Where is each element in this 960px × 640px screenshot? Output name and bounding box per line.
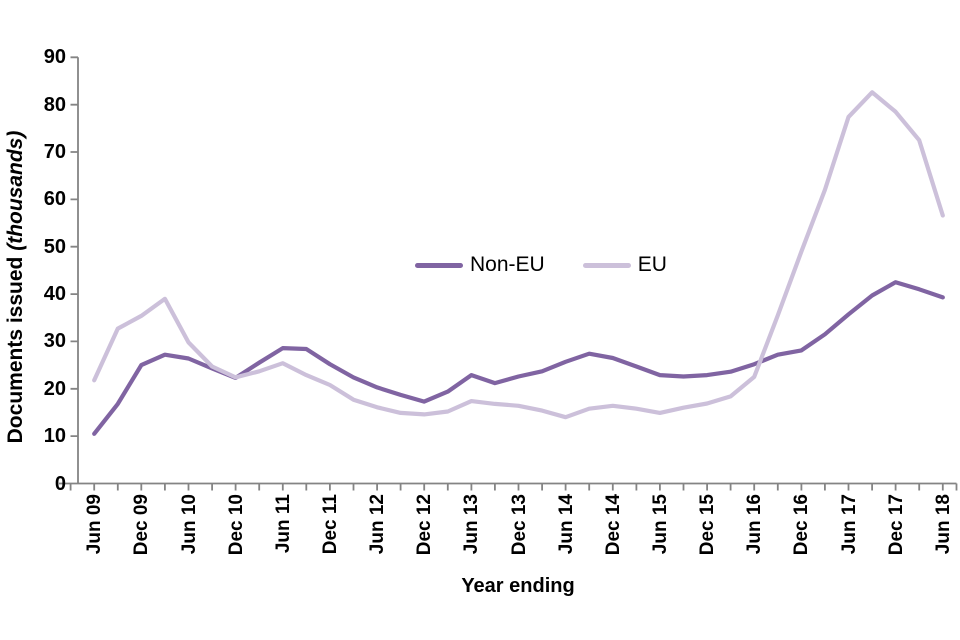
x-tick-label: Dec 16 <box>791 494 813 556</box>
x-tick-label: Dec 14 <box>602 494 624 556</box>
y-tick-label: 50 <box>43 235 66 258</box>
x-tick-label: Dec 11 <box>319 494 341 555</box>
x-tick-label: Jun 10 <box>178 494 200 555</box>
non-eu-line <box>92 280 945 436</box>
x-tick-label: Jun 17 <box>838 494 860 555</box>
y-tick-label: 70 <box>43 141 66 163</box>
x-tick-label: Jun 14 <box>555 494 577 555</box>
x-tick-label: Jun 16 <box>744 494 766 555</box>
axis-lines-and-ticks <box>59 56 958 491</box>
y-tick-label: 10 <box>43 425 66 448</box>
x-tick-label: Jun 13 <box>461 494 483 555</box>
y-tick-label: 30 <box>43 330 66 353</box>
x-tick-label: Jun 11 <box>272 494 294 554</box>
y-tick-label: 0 <box>54 472 66 495</box>
x-tick-label: Jun 12 <box>367 494 389 555</box>
y-axis-title: Documents issued (thousands) <box>4 122 30 452</box>
axes <box>59 56 958 491</box>
y-tick-label: 20 <box>43 377 66 400</box>
x-tick-label: Jun 18 <box>932 494 954 555</box>
x-tick-label: Dec 17 <box>885 494 907 556</box>
y-tick-label: 80 <box>43 93 66 116</box>
x-tick-label: Jun 09 <box>84 494 106 555</box>
x-tick-label: Dec 10 <box>225 494 247 556</box>
y-tick-label: 90 <box>43 46 66 69</box>
x-tick-label: Dec 12 <box>414 494 436 556</box>
x-tick-label: Jun 15 <box>649 494 671 555</box>
y-tick-label: 60 <box>43 188 66 211</box>
legend-swatch-non-eu <box>415 262 463 268</box>
data-series <box>92 90 945 436</box>
legend-label-eu: EU <box>637 253 667 276</box>
y-tick-label: 40 <box>43 283 66 306</box>
x-tick-label: Dec 15 <box>697 494 719 556</box>
x-axis-title: Year ending <box>461 575 575 597</box>
legend-swatch-eu <box>582 262 631 268</box>
legend-label-non-eu: Non-EU <box>470 253 545 276</box>
eu-line <box>92 90 945 420</box>
x-tick-label: Dec 13 <box>508 494 530 556</box>
x-tick-label: Dec 09 <box>131 494 153 556</box>
y-axis-title-bold: Documents issued <box>4 256 27 444</box>
y-axis-title-italic: (thousands) <box>4 130 27 251</box>
legend: Non-EU EU <box>415 253 667 277</box>
